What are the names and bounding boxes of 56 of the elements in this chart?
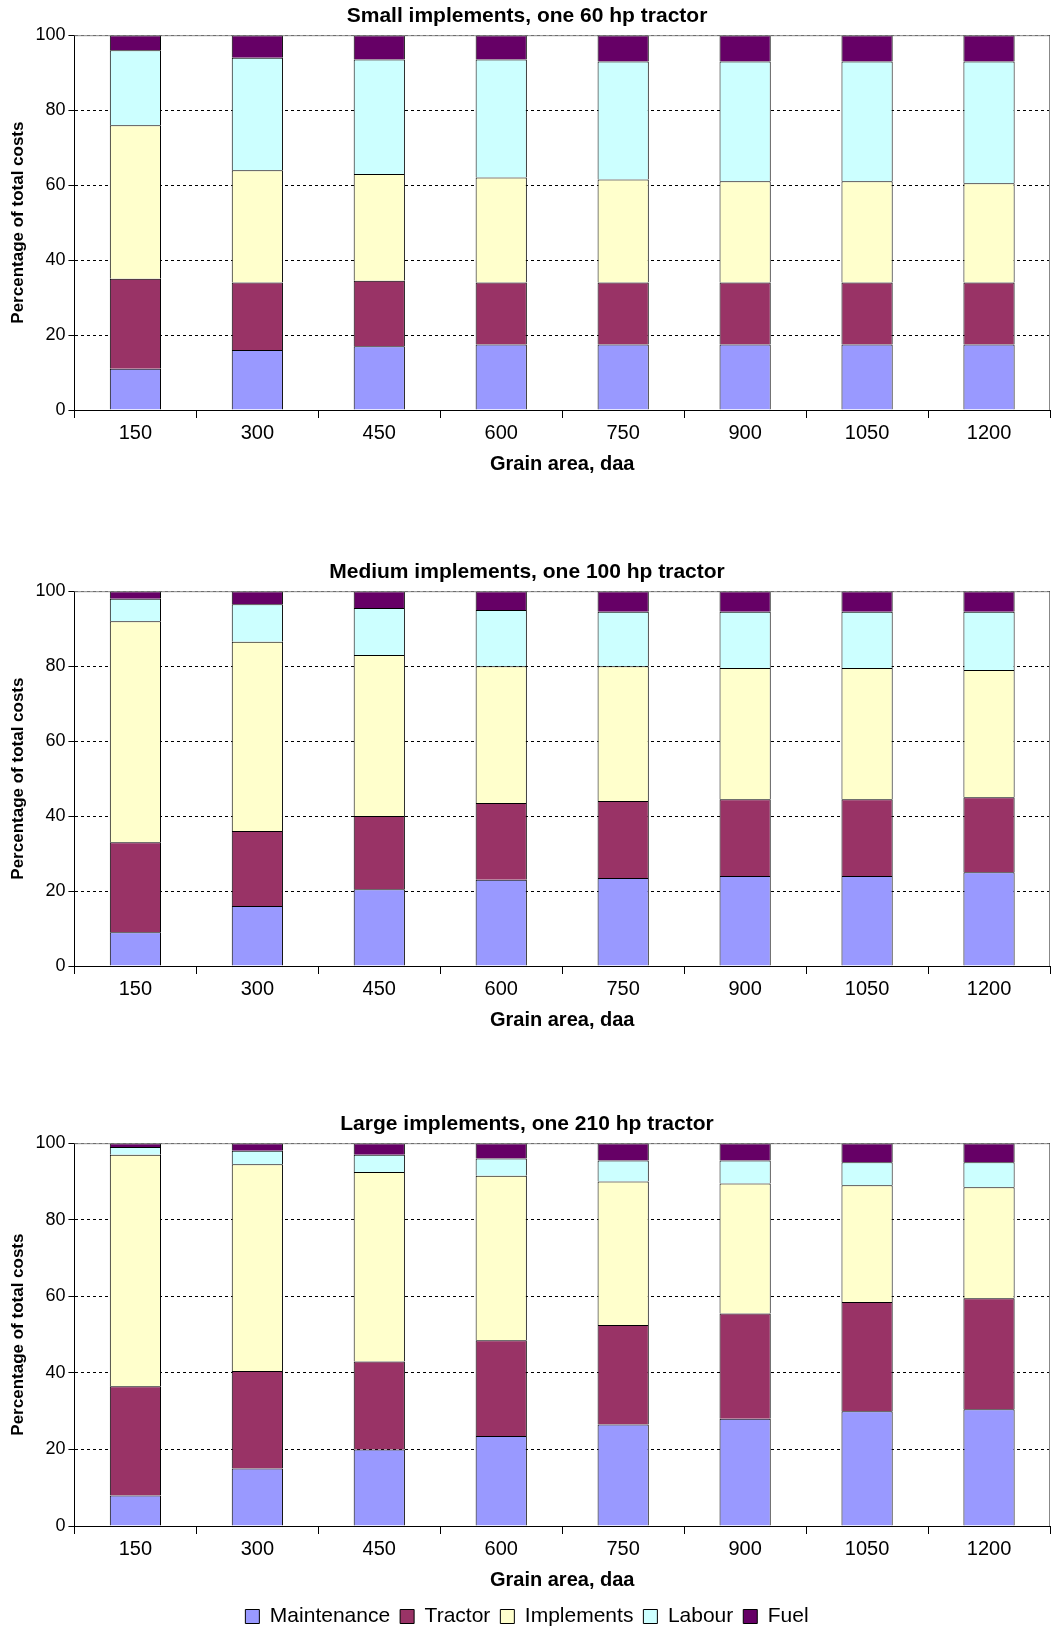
x-tick-label: 150 (118, 420, 153, 443)
y-tick-label: 60 (45, 730, 66, 751)
y-tick-label: 20 (45, 880, 66, 901)
x-tick-label: 300 (240, 976, 275, 999)
x-tick-label: 750 (606, 976, 640, 999)
y-tick-label: 100 (35, 24, 66, 45)
x-tick-label: 900 (728, 420, 762, 443)
x-axis-title: Grain area, daa (489, 451, 636, 474)
x-tick-label: 600 (484, 1536, 518, 1559)
x-tick-label: 150 (118, 1536, 153, 1559)
chart-title: Small implements, one 60 hp tractor (346, 3, 708, 27)
y-tick-label: 20 (45, 1438, 66, 1459)
chart-title: Medium implements, one 100 hp tractor (329, 559, 725, 583)
y-axis-title: Percentage of total costs (7, 677, 27, 880)
legend-label: Labour (667, 1603, 734, 1627)
y-axis-title: Percentage of total costs (7, 1233, 27, 1436)
x-tick-label: 600 (484, 420, 518, 443)
y-tick-label: 60 (45, 1285, 66, 1306)
y-tick-label: 40 (45, 805, 66, 826)
legend-label: Fuel (767, 1603, 809, 1627)
chart-title: Large implements, one 210 hp tractor (340, 1111, 714, 1135)
x-tick-label: 1050 (844, 1536, 890, 1559)
y-tick-label: 100 (35, 1132, 66, 1153)
y-tick-label: 20 (45, 324, 66, 345)
y-tick-label: 40 (45, 1361, 66, 1382)
y-tick-label: 100 (35, 580, 66, 601)
x-tick-label: 450 (362, 1536, 396, 1559)
x-tick-label: 1050 (844, 976, 890, 999)
x-tick-label: 150 (118, 976, 153, 999)
x-tick-label: 1200 (966, 976, 1012, 999)
y-axis-title: Percentage of total costs (7, 121, 27, 324)
y-tick-label: 0 (55, 954, 66, 975)
x-tick-label: 450 (362, 976, 396, 999)
x-tick-label: 300 (240, 1536, 275, 1559)
x-tick-label: 1050 (844, 420, 890, 443)
x-tick-label: 1200 (966, 1536, 1012, 1559)
y-tick-label: 0 (55, 398, 66, 419)
y-tick-label: 80 (45, 655, 66, 676)
x-axis-title: Grain area, daa (489, 1007, 636, 1030)
x-tick-label: 900 (728, 1536, 762, 1559)
legend-label: Maintenance (269, 1603, 391, 1627)
x-tick-label: 900 (728, 976, 762, 999)
y-tick-label: 0 (55, 1514, 66, 1535)
legend-label: Implements (524, 1603, 634, 1627)
x-tick-label: 750 (606, 1536, 640, 1559)
legend-label: Tractor (424, 1603, 491, 1627)
y-tick-label: 80 (45, 1208, 66, 1229)
x-axis-title: Grain area, daa (489, 1567, 636, 1590)
y-tick-label: 60 (45, 174, 66, 195)
x-tick-label: 450 (362, 420, 396, 443)
x-tick-label: 300 (240, 420, 275, 443)
x-tick-label: 750 (606, 420, 640, 443)
y-tick-label: 40 (45, 249, 66, 270)
x-tick-label: 600 (484, 976, 518, 999)
y-tick-label: 80 (45, 99, 66, 120)
x-tick-label: 1200 (966, 420, 1012, 443)
